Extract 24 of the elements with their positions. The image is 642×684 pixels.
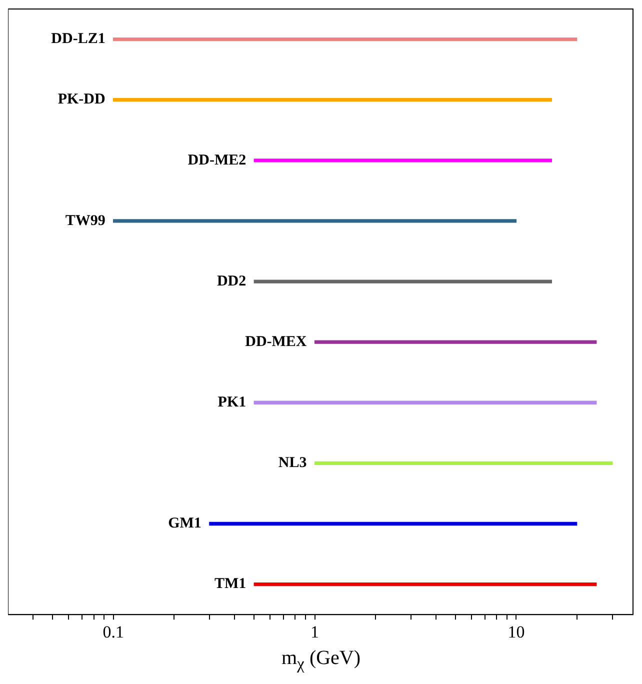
bar — [113, 37, 578, 42]
x-tick-label: 10 — [508, 622, 525, 642]
y-tick-label: DD2 — [216, 273, 246, 290]
bar — [209, 522, 578, 526]
x-tick-label: 1 — [310, 622, 320, 642]
y-tick-label: TM1 — [214, 576, 246, 592]
y-tick-label: TW99 — [65, 212, 106, 229]
y-tick-label: GM1 — [168, 516, 202, 532]
bar — [254, 400, 597, 404]
y-tick-label: DD-MEX — [245, 334, 307, 350]
x-axis-title: m$_{χ}$ (GeV) — [280, 647, 362, 674]
bar — [113, 219, 517, 223]
y-tick-label: PK1 — [218, 394, 246, 411]
bar — [314, 461, 613, 466]
x-tick-label: 0.1 — [102, 622, 124, 642]
bar — [254, 158, 552, 162]
bar — [254, 280, 552, 284]
y-tick-label: PK-DD — [58, 92, 106, 108]
y-tick-label: NL3 — [278, 455, 307, 472]
bar — [113, 98, 552, 102]
bar — [314, 340, 597, 344]
bar — [254, 582, 597, 586]
y-tick-label: DD-LZ1 — [51, 31, 106, 48]
y-tick-label: DD-ME2 — [188, 152, 246, 168]
